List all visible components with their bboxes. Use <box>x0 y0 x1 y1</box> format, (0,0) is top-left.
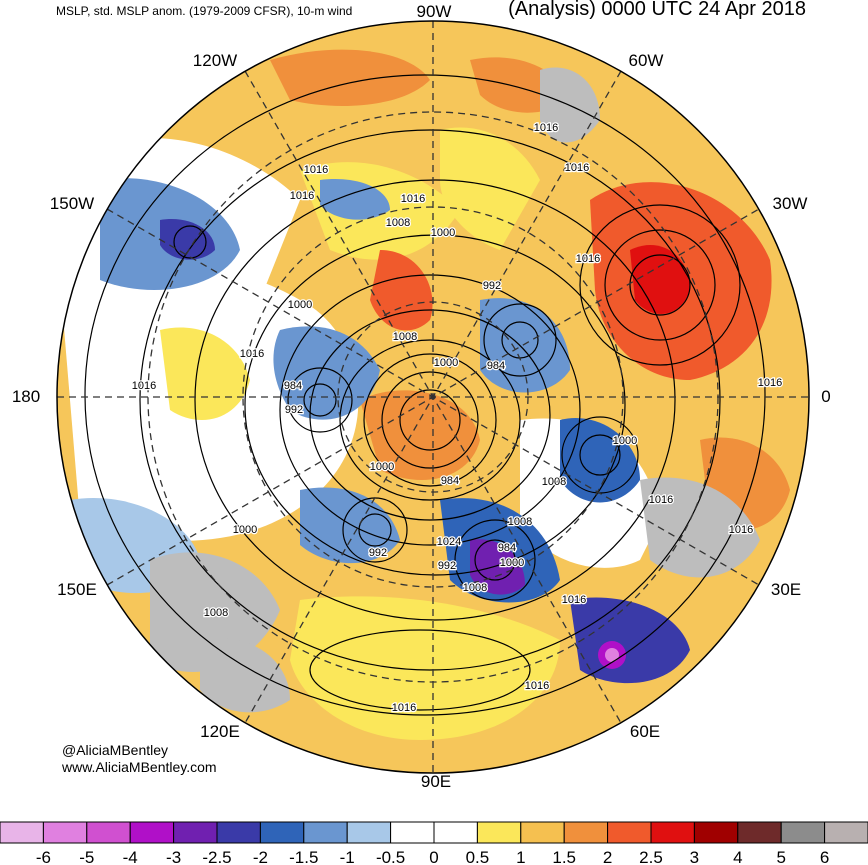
lon-label-30e: 30E <box>770 580 802 599</box>
lon-label-0: 0 <box>821 387 831 406</box>
lon-label-150e: 150E <box>57 580 97 599</box>
colorbar-tick-label: -6 <box>36 848 51 865</box>
colorbar-tick-label: -4 <box>123 848 138 865</box>
colorbar-tick-label: 3 <box>690 848 699 865</box>
isobar-label: 1000 <box>431 227 455 239</box>
lon-label-120e: 120E <box>200 722 240 741</box>
isobar-label: 1000 <box>233 524 257 536</box>
colorbar-swatch <box>259 821 305 844</box>
colorbar-swatch <box>737 821 782 844</box>
colorbar-tick-label: -2 <box>253 848 268 865</box>
isobar-label: 984 <box>284 380 302 392</box>
isobar-label: 1008 <box>508 516 532 528</box>
colorbar-swatch <box>520 821 565 844</box>
colorbar-swatch <box>0 821 44 844</box>
isobar-label: 1008 <box>463 582 487 594</box>
colorbar-swatch <box>86 821 131 844</box>
colorbar-swatch <box>824 821 868 844</box>
isobar-label: 1008 <box>386 217 410 229</box>
colorbar-tick-label: 2.5 <box>639 848 663 865</box>
lon-label-180: 180 <box>11 387 41 406</box>
colorbar-swatch <box>433 821 478 844</box>
isobar-label: 1000 <box>613 435 637 447</box>
colorbar-tick-label: 1 <box>516 848 525 865</box>
colorbar-tick-label: -1.5 <box>289 848 318 865</box>
isobar-label: 1016 <box>290 190 314 202</box>
map-subtitle: MSLP, std. MSLP anom. (1979-2009 CFSR), … <box>56 4 353 18</box>
isobar-label: 1016 <box>649 494 673 506</box>
colorbar-tick-label: -1 <box>340 848 355 865</box>
colorbar-swatch <box>693 821 739 844</box>
lon-label-120w: 120W <box>192 51 238 70</box>
isobar-label: 992 <box>483 280 501 292</box>
colorbar-tick-label: -3 <box>166 848 181 865</box>
lon-label-90e: 90E <box>420 772 452 791</box>
isobar-label: 1016 <box>576 253 600 265</box>
isobar-label: 1016 <box>401 193 425 205</box>
isobar-label: 1000 <box>370 461 394 473</box>
credit-website: www.AliciaMBentley.com <box>62 759 217 775</box>
colorbar-tick-label: -5 <box>79 848 94 865</box>
colorbar-swatch <box>129 821 175 844</box>
lon-label-150w: 150W <box>49 194 95 213</box>
lon-label-30w: 30W <box>772 194 808 213</box>
colorbar-swatch <box>216 821 261 844</box>
isobar-label: 984 <box>498 542 516 554</box>
isobar-label: 984 <box>487 360 505 372</box>
colorbar-tick-label: -2.5 <box>202 848 231 865</box>
isobar-label: 1016 <box>240 348 264 360</box>
isobar-label: 1016 <box>534 122 558 134</box>
isobar-label: 1016 <box>562 594 586 606</box>
colorbar-tick-label: 5 <box>776 848 785 865</box>
colorbar-tick-label: 0 <box>429 848 438 865</box>
isobar-label: 992 <box>369 547 387 559</box>
isobar-label: 1000 <box>288 299 312 311</box>
colorbar-swatch <box>563 821 609 844</box>
isobar-label: 992 <box>285 404 303 416</box>
isobar-label: 1008 <box>393 331 417 343</box>
colorbar-tick-label: -0.5 <box>376 848 405 865</box>
isobar-label: 1016 <box>304 164 328 176</box>
colorbar-tick-label: 1.5 <box>552 848 576 865</box>
isobar-label: 1016 <box>132 380 156 392</box>
isobar-label: 1000 <box>500 557 524 569</box>
colorbar-swatch <box>390 821 435 844</box>
colorbar-swatch <box>173 821 218 844</box>
lon-label-60w: 60W <box>628 51 664 70</box>
polar-map: 1016 1016 1016 1016 1016 1016 1016 1016 1016 1016… <box>56 20 810 774</box>
isobar-label: 1016 <box>565 162 589 174</box>
isobar-label: 1016 <box>758 377 782 389</box>
isobar-label: 1016 <box>525 680 549 692</box>
lon-label-90w: 90W <box>416 2 452 21</box>
map-title: (Analysis) 0000 UTC 24 Apr 2018 <box>508 0 806 20</box>
credit-handle: @AliciaMBentley <box>62 742 169 758</box>
colorbar-swatch <box>650 821 695 844</box>
colorbar-swatch <box>476 821 522 844</box>
colorbar-tick-label: 4 <box>733 848 742 865</box>
isobar-label: 1024 <box>437 536 461 548</box>
colorbar-swatch <box>303 821 348 844</box>
colorbar-tick-label: 6 <box>820 848 829 865</box>
colorbar-tick-label: 2 <box>603 848 612 865</box>
colorbar-swatch <box>42 821 88 844</box>
isobar-label: 1016 <box>729 524 753 536</box>
isobar-label: 1008 <box>542 476 566 488</box>
isobar-label: 1016 <box>392 702 416 714</box>
colorbar-swatch <box>346 821 392 844</box>
colorbar: -6 -5 -4 -3 -2.5 -2 -1.5 -1 -0.5 0 0.5 1 1.5 2 2.5 3 4 5 6 <box>0 821 868 865</box>
isobar-label: 992 <box>438 560 456 572</box>
isobar-label: 1008 <box>204 607 228 619</box>
isobar-label: 1000 <box>434 357 458 369</box>
colorbar-swatch <box>780 821 826 844</box>
isobar-label: 984 <box>441 475 459 487</box>
colorbar-tick-label: 0.5 <box>466 848 490 865</box>
lon-label-60e: 60E <box>629 722 661 741</box>
colorbar-swatch <box>607 821 652 844</box>
